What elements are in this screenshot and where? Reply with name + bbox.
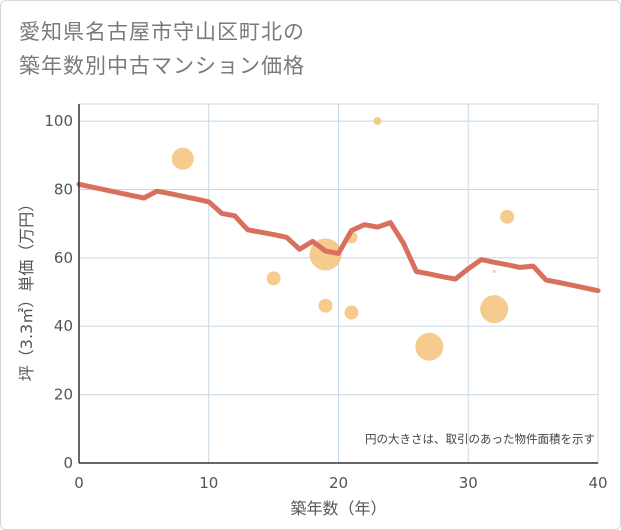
bubble-point [500,209,515,224]
bubble-point [318,298,333,313]
bubble-point [171,147,194,170]
bubble-point [492,270,496,274]
x-axis-label: 築年数（年） [290,499,386,518]
y-tick-label: 0 [63,454,73,472]
y-tick-label: 80 [54,180,73,198]
bubble-series [171,117,515,361]
y-tick-label: 40 [54,317,73,335]
chart-title-line1: 愛知県名古屋市守山区町北の [19,20,305,44]
x-tick-label: 40 [588,474,607,492]
y-tick-label: 60 [54,249,73,267]
y-tick-label: 100 [44,112,73,130]
grid-lines [78,103,599,464]
bubble-point [344,305,359,320]
bubble-point [480,295,509,324]
trend-series [76,181,601,294]
y-axis-label: 坪（3.3㎡）単価（万円） [17,196,36,381]
x-tick-label: 20 [329,474,348,492]
bubble-point [415,332,444,361]
x-tick-label: 0 [74,474,84,492]
chart-title: 愛知県名古屋市守山区町北の 築年数別中古マンション価格 [19,15,305,83]
bubble-point [266,271,281,286]
axes [78,104,598,464]
chart-title-line2: 築年数別中古マンション価格 [19,54,305,78]
tick-labels: 0 10 20 30 40 0 20 40 60 80 100 [44,112,607,492]
bubble-point [373,117,382,126]
y-tick-label: 20 [54,386,73,404]
size-note: 円の大きさは、取引のあった物件面積を示す [365,432,595,446]
x-tick-label: 30 [459,474,478,492]
trend-line [76,181,601,294]
x-tick-label: 10 [199,474,218,492]
